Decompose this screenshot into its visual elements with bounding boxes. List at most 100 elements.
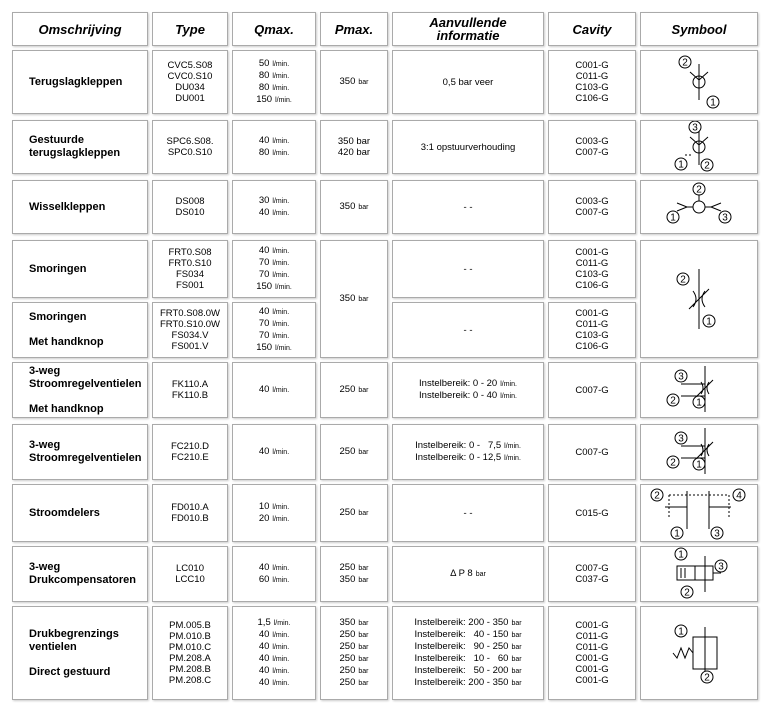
unit: bar [358, 449, 369, 456]
symbol: 3 2 1 [666, 428, 714, 474]
description-cell: Stroomdelers [12, 484, 148, 542]
pmax-cell: 250 bar [320, 484, 388, 542]
unit: bar [358, 387, 369, 394]
unit: bar [358, 510, 369, 517]
text-line: Symbool [671, 21, 727, 37]
port-label: 3 [718, 562, 724, 573]
symbol-part [688, 121, 702, 134]
description-cell: Gestuurde terugslagkleppen [12, 120, 148, 174]
value: 80 [258, 147, 270, 158]
text-line: FK110.B [171, 390, 209, 401]
symbol-part [710, 526, 724, 540]
pmax-cell: 350 bar [320, 50, 388, 114]
type-cell: FRT0.S08 FRT0.S10 FS034 FS001 [152, 240, 228, 298]
value-line: 250 bar [340, 446, 369, 458]
symbol-part [676, 195, 722, 212]
qmax-cell: 40 l/min. [232, 362, 316, 418]
port-label: 1 [678, 627, 684, 638]
port-label: 2 [670, 396, 676, 407]
value: 80 [258, 82, 270, 93]
symbol: 2 1 3 [666, 182, 732, 224]
value-line: 60 l/min. [259, 574, 289, 586]
port-label: 1 [678, 550, 684, 561]
value: 150 [256, 342, 273, 353]
port-label: 1 [706, 317, 712, 328]
value-line: 80 l/min. [259, 82, 289, 94]
unit: l/min. [272, 565, 290, 572]
type-cell: FRT0.S08.0W FRT0.S10.0W FS034.V FS001.V [152, 302, 228, 358]
text-line: Met handknop [29, 336, 104, 348]
port-label: 2 [670, 458, 676, 469]
symbol-part [732, 488, 746, 502]
description-group: Smoringen [29, 311, 86, 324]
value: 40 [258, 641, 270, 652]
value-line: 250 bar [340, 507, 369, 519]
value-line: 40 l/min. [259, 384, 289, 396]
description-cell: Drukbegrenzings ventielen Direct gestuurd [12, 606, 148, 700]
symbol: 21 [676, 269, 716, 329]
description-cell: Wisselkleppen [12, 180, 148, 234]
info-cell: - - [392, 484, 544, 542]
unit: l/min. [272, 61, 290, 68]
unit: bar [475, 571, 486, 578]
value-line: 70 l/min. [259, 318, 289, 330]
header-cell: Qmax. [232, 12, 316, 46]
value: 30 [258, 195, 270, 206]
text-line: 3-weg [29, 364, 61, 377]
symbol-part [680, 585, 694, 599]
value-line: 40 l/min. [259, 629, 289, 641]
cavity-cell: C007-G [548, 362, 636, 418]
value-line: 70 l/min. [259, 257, 289, 269]
text-line: PM.208.C [168, 675, 212, 686]
value-line: Instelbereik: 0 - 20 l/min. [419, 378, 517, 390]
value-line: Instelbereik: 0 - 40 l/min. [419, 390, 517, 402]
text-line: C001-G [575, 675, 609, 686]
qmax-cell: 40 l/min. 70 l/min. 70 l/min. 150 l/min. [232, 240, 316, 298]
port-label: 3 [678, 434, 684, 445]
text-line: FD010.A [171, 502, 209, 513]
text-line: PM.010.C [168, 642, 212, 653]
header-cell: Type [152, 12, 228, 46]
value: 250 [339, 507, 356, 518]
pmax-cell: 350 bar [320, 180, 388, 234]
symbol-part [692, 457, 706, 471]
value: 70 [258, 318, 270, 329]
text-line: C103-G [575, 330, 609, 341]
description-cell: Smoringen [12, 240, 148, 298]
value-line: Instelbereik: 40 - 150 bar [414, 629, 521, 641]
type-cell: PM.005.B PM.010.B PM.010.C PM.208.A PM.208.B… [152, 606, 228, 700]
symbol-part [674, 624, 688, 638]
value: 70 [258, 257, 270, 268]
value-line: 250 bar [340, 653, 369, 665]
value-line: 0,5 bar veer [443, 77, 494, 88]
port-label: 3 [692, 123, 698, 134]
description-group: Met handknop [29, 403, 104, 416]
text-line: C037-G [575, 574, 609, 585]
value: 70 [258, 269, 270, 280]
unit: bar [358, 680, 369, 687]
value-line: 40 l/min. [259, 653, 289, 665]
text-line: Aanvullende [429, 15, 507, 30]
value-line: 350 bar [340, 574, 369, 586]
value-line: 40 l/min. [259, 562, 289, 574]
text-line: C001-G [575, 620, 609, 631]
text-line: C106-G [575, 280, 609, 291]
value-line: 20 l/min. [259, 513, 289, 525]
value: 350 [339, 293, 356, 304]
value-line: 40 l/min. [259, 641, 289, 653]
text-line: LC010 [176, 563, 204, 574]
qmax-cell: 10 l/min. 20 l/min. [232, 484, 316, 542]
port-label: 1 [670, 213, 676, 224]
text-line: LCC10 [175, 574, 205, 585]
unit: l/min. [272, 449, 290, 456]
unit: l/min. [275, 345, 292, 352]
symbol-part [700, 158, 714, 172]
value: 420 bar [337, 147, 371, 158]
text-line: FC210.D [170, 441, 209, 452]
value-line: - - [464, 264, 473, 275]
text-line: FRT0.S08.0W [159, 308, 220, 319]
value-line: 250 bar [340, 629, 369, 641]
info-cell: Instelbereik: 0 - 20 l/min. Instelbereik: … [392, 362, 544, 418]
qmax-cell: 40 l/min. [232, 424, 316, 480]
value-line: 40 l/min. [259, 306, 289, 318]
